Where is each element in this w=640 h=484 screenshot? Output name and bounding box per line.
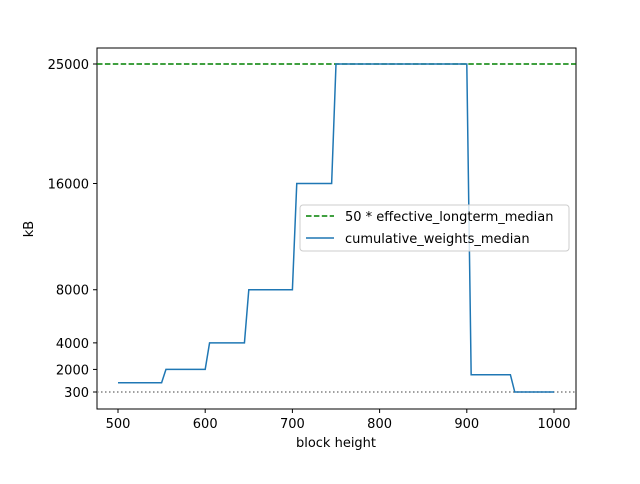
y-axis-label: kB <box>22 221 37 237</box>
y-tick-label: 8000 <box>56 284 89 299</box>
x-tick-label: 900 <box>454 417 479 432</box>
series-line <box>118 63 554 393</box>
legend-label-longterm: 50 * effective_longterm_median <box>345 210 553 225</box>
y-tick-label: 4000 <box>56 337 89 352</box>
x-axis-label: block height <box>296 436 376 451</box>
x-tick-label: 800 <box>367 417 392 432</box>
y-tick-label: 300 <box>64 386 89 401</box>
x-tick-label: 700 <box>280 417 305 432</box>
legend: 50 * effective_longterm_median cumulativ… <box>299 204 570 252</box>
series-layer <box>97 63 576 393</box>
x-tick-label: 1000 <box>537 417 570 432</box>
axis-ticks: 500 600 700 800 900 1000 300 2000 4000 8000 16000 2… <box>48 58 571 432</box>
y-tick-label: 16000 <box>48 178 89 193</box>
y-tick-label: 25000 <box>48 58 89 73</box>
y-tick-label: 2000 <box>56 363 89 378</box>
legend-label-cumulative: cumulative_weights_median <box>345 232 530 247</box>
x-tick-label: 600 <box>193 417 218 432</box>
x-tick-label: 500 <box>106 417 131 432</box>
